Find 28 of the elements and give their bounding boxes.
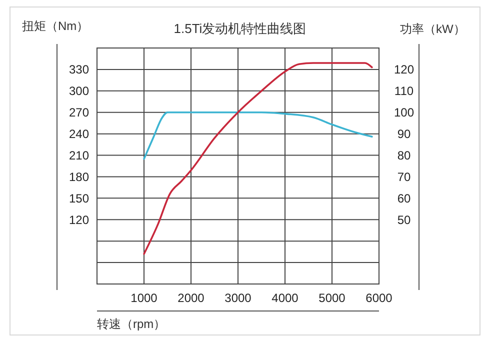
x-tick-label: 1000 (130, 291, 158, 305)
y2-tick-label: 70 (397, 170, 411, 184)
y2-tick-label: 60 (397, 191, 411, 206)
y2-tick-label: 50 (397, 212, 411, 227)
y2-tick-label: 80 (397, 148, 411, 162)
x-axis-title: 转速（rpm） (97, 317, 166, 331)
y-tick-label: 120 (68, 212, 90, 227)
y2-axis-title: 功率（kW） (400, 22, 466, 36)
chart-title: 1.5Ti发动机特性曲线图 (174, 21, 306, 36)
y-axis-title: 扭矩（Nm） (22, 19, 89, 33)
y2-tick-label: 120 (394, 62, 414, 77)
x-tick-label: 5000 (318, 291, 346, 305)
x-tick-label: 2000 (178, 291, 205, 305)
y-tick-label: 240 (68, 127, 90, 142)
y-tick-label: 210 (68, 148, 90, 162)
y-tick-label: 270 (68, 106, 90, 120)
y2-tick-label: 110 (394, 84, 414, 98)
y-tick-label: 180 (68, 170, 90, 184)
y2-tick-label: 90 (397, 127, 411, 142)
y2-tick-label: 100 (394, 106, 414, 120)
y-tick-label: 330 (68, 62, 90, 77)
x-tick-label: 3000 (224, 291, 252, 305)
line-series (143, 62, 373, 255)
y-tick-label: 150 (68, 191, 90, 206)
line-series (143, 111, 373, 160)
x-tick-label: 4000 (272, 291, 299, 305)
y-tick-label: 300 (68, 84, 90, 98)
x-tick-label: 6000 (366, 291, 393, 305)
